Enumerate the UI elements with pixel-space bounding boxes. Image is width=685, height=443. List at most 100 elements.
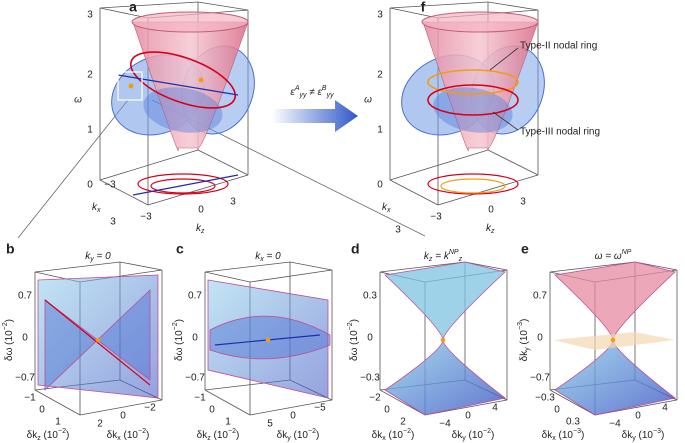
- z-tick-label: 3: [87, 10, 93, 21]
- y2-axis-label-part: y: [462, 435, 466, 442]
- y2-axis-label-part: δk: [452, 430, 464, 441]
- z-tick-label: 2: [377, 70, 383, 81]
- kz-axis-label: kz: [196, 223, 205, 235]
- annotation-pointer: [489, 47, 519, 71]
- band-surface: [143, 87, 223, 133]
- y-tick-label: 0: [192, 333, 198, 344]
- y2-axis-label-part: x: [117, 435, 121, 442]
- box-edge: [34, 389, 81, 416]
- projected-line: [132, 174, 239, 196]
- x-tick-label: 0.3: [566, 417, 580, 428]
- kz-tick-label: −3: [430, 212, 442, 223]
- box-edge: [99, 7, 149, 19]
- panel-title: kz = kNPz: [424, 249, 463, 263]
- projected-ring: [137, 173, 229, 195]
- kz-axis-label-part: k: [486, 223, 492, 234]
- kx-axis-label: kx: [92, 202, 101, 214]
- kz-tick-label: 3: [230, 197, 236, 208]
- kx-tick-label: 3: [395, 225, 401, 236]
- z-tick-label: 1: [377, 125, 383, 136]
- x-tick-label: −1: [194, 393, 206, 404]
- nodal-point: [198, 77, 204, 83]
- nodal-point: [95, 337, 101, 343]
- y-tick-label: 0.3: [363, 291, 377, 302]
- nodal-ring: [129, 51, 237, 109]
- kx-tick-label: 0: [377, 180, 383, 191]
- panel-letter: d: [351, 241, 360, 257]
- y2-tick-label: −5: [314, 403, 326, 414]
- kx-tick-label: −3: [104, 180, 116, 191]
- x-tick-label: −0.3: [535, 393, 555, 404]
- y2-axis-label-part: −2: [308, 428, 316, 435]
- kx-axis-label-part: k: [92, 202, 98, 213]
- x-tick-label: 0: [384, 405, 390, 416]
- kx-axis-label: kx: [382, 202, 391, 214]
- kx-axis-label-part: x: [96, 207, 101, 214]
- y-tick-label: 0.7: [533, 291, 547, 302]
- panel-title-part: k: [424, 251, 430, 262]
- box-edge: [487, 149, 539, 176]
- x-axis-label-part: (10: [211, 430, 229, 441]
- y-axis-label-part: −3: [517, 322, 524, 330]
- y2-tick-label: −4: [439, 419, 451, 430]
- box-edge: [464, 261, 508, 271]
- y2-tick-label: 4: [662, 403, 668, 414]
- box-edge: [437, 174, 539, 206]
- y-axis-label-part: ): [4, 319, 15, 322]
- x-axis-label-part: (10: [556, 430, 574, 441]
- arrow-label: εAyy ≠ εByy: [290, 85, 334, 99]
- x-axis-label-part: z: [207, 435, 211, 442]
- x-axis-label-part: δk: [542, 430, 554, 441]
- y-axis-label: δω (10−2): [2, 319, 15, 361]
- panel-letter: b: [6, 241, 15, 257]
- y2-axis-label-part: −2: [483, 428, 491, 435]
- box-edge: [99, 1, 199, 9]
- y2-axis-label-part: (10: [636, 430, 654, 441]
- x-axis-label-part: δk: [27, 430, 39, 441]
- band-surface: [433, 87, 513, 133]
- kz-tick-label: 0: [198, 205, 204, 216]
- x-tick-label: 0: [554, 405, 560, 416]
- box-edge: [197, 149, 249, 176]
- nodal-line: [44, 299, 151, 386]
- y-axis-label-part: δω (10: [174, 330, 185, 361]
- panel-title-part: k: [255, 251, 261, 262]
- nodal-point: [265, 337, 271, 343]
- x-axis-label: δkx (10−3): [542, 428, 585, 442]
- x-axis-label: δkz (10−2): [197, 428, 240, 442]
- y2-axis-label-part: ): [661, 430, 664, 441]
- x-axis-label-part: δk: [197, 430, 209, 441]
- box-edge: [379, 261, 466, 273]
- projected-ring: [150, 178, 216, 194]
- kx-axis-label-part: k: [382, 202, 388, 213]
- box-edge: [249, 269, 333, 283]
- panel-title-part: k: [85, 251, 91, 262]
- y2-axis-label-part: (10: [121, 430, 139, 441]
- x-axis-label-part: z: [37, 435, 41, 442]
- x-axis-label-part: x: [382, 435, 386, 442]
- arrow-label-part: ≠ ε: [306, 87, 322, 98]
- arrow-label-part: B: [322, 85, 327, 92]
- annotation: Type-II nodal ring: [520, 41, 597, 52]
- panel-letter: f: [421, 0, 426, 15]
- y-tick-label: −0.7: [15, 373, 35, 384]
- y-axis-label: δky (10−3): [517, 319, 531, 362]
- panel-title-part: ω = ω: [595, 251, 622, 262]
- x-axis-label-part: ): [236, 430, 239, 441]
- x-axis-label-part: (10: [386, 430, 404, 441]
- box-edge: [389, 1, 489, 9]
- y-axis-label-part: −2: [347, 322, 354, 330]
- y-axis-label-part: ): [174, 319, 185, 322]
- kz-tick-label: 3: [520, 197, 526, 208]
- y2-axis-label: δky (10−3): [622, 428, 665, 442]
- panel-title-part: = 0: [94, 251, 111, 262]
- arrow-label-part: ε: [290, 87, 295, 98]
- x-axis-label: δkx (10−2): [372, 428, 415, 442]
- z-tick-label: 2: [87, 70, 93, 81]
- kx-tick-label: 3: [110, 217, 116, 228]
- box-edge: [289, 261, 333, 271]
- cone-top: [421, 11, 539, 33]
- arrow-label-part: yy: [326, 92, 335, 99]
- y-axis-label-part: δω (10: [4, 330, 15, 361]
- box-edge: [119, 261, 163, 271]
